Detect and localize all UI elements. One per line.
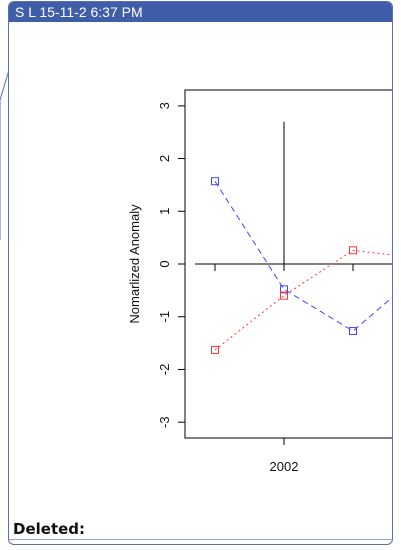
series-line-1	[214, 180, 392, 332]
series-2-point	[280, 291, 288, 300]
series-1-point	[211, 177, 219, 186]
y-tick-label: 3	[157, 102, 172, 109]
series-line-2	[214, 249, 392, 351]
comment-author-timestamp: S L 15-11-2 6:37 PM	[9, 2, 392, 22]
comment-balloon[interactable]: S L 15-11-2 6:37 PM -3 -2 -1 0 1 2 3 Nomarlized…	[8, 1, 393, 545]
y-axis-label: Nomarlized Anomaly	[127, 204, 142, 324]
y-tick-label: 1	[157, 208, 172, 215]
x-tick-label: 2002	[270, 459, 299, 474]
anomaly-chart: -3 -2 -1 0 1 2 3 Nomarlized Anomaly 2002	[127, 89, 392, 474]
y-tick-label: -3	[157, 416, 172, 428]
y-tick-label: 2	[157, 155, 172, 162]
y-tick-label: -2	[157, 364, 172, 376]
comment-bottom-rule	[9, 539, 392, 540]
y-tick-label: 0	[157, 260, 172, 267]
series-1-point	[280, 285, 288, 294]
deleted-label: Deleted:	[13, 520, 86, 538]
series-1-point	[349, 326, 357, 335]
series-2-point	[349, 246, 357, 255]
series-2-point	[211, 345, 219, 354]
y-tick-label: -1	[157, 311, 172, 323]
